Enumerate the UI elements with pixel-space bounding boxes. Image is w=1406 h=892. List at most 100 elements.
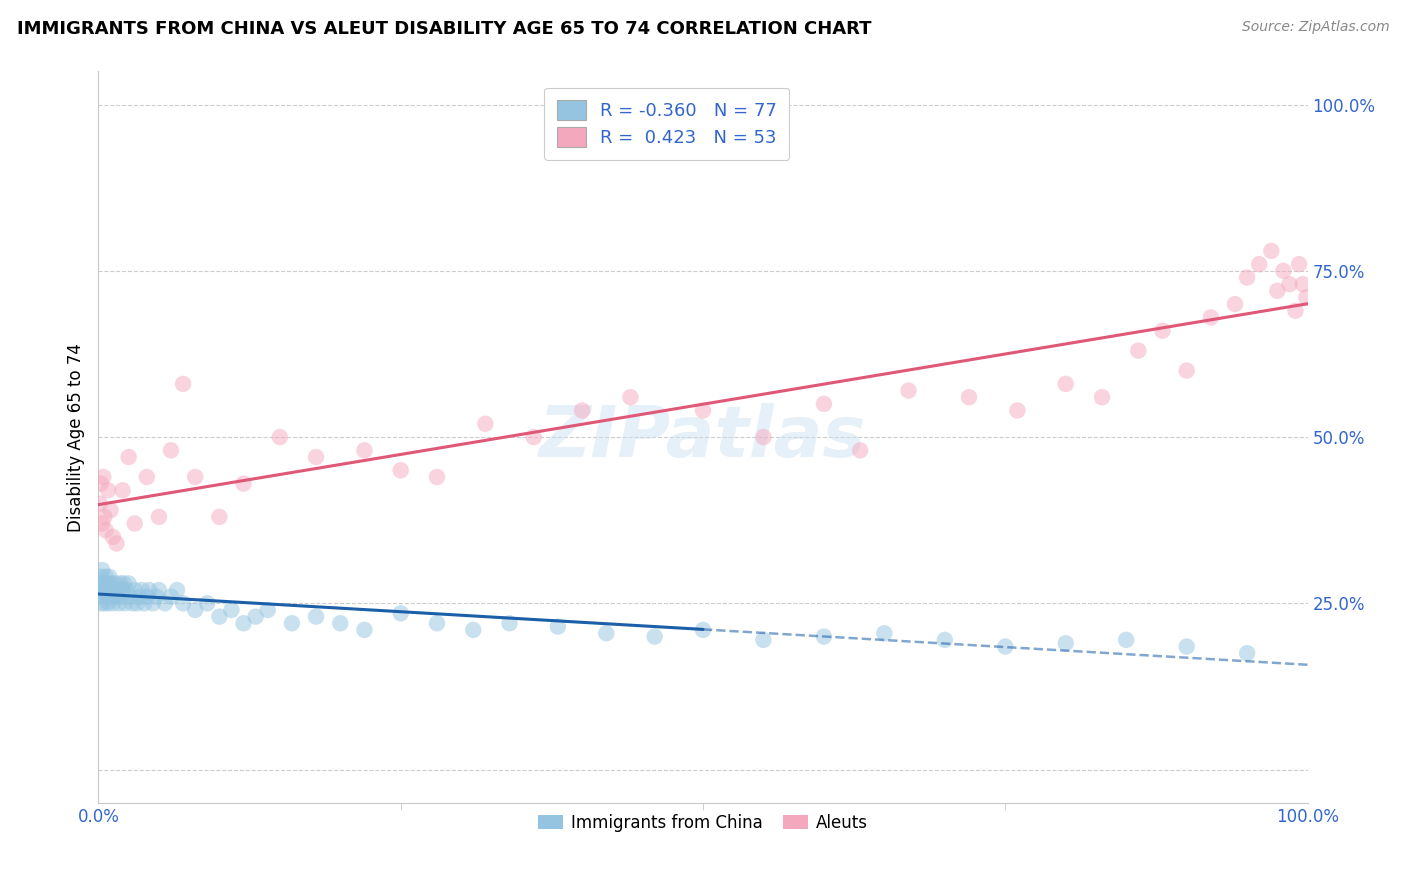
Point xyxy=(195,596,218,610)
Point xyxy=(172,376,194,391)
Point xyxy=(91,470,114,484)
Point xyxy=(1054,636,1077,650)
Point xyxy=(89,582,111,597)
Point xyxy=(256,603,278,617)
Point xyxy=(91,576,114,591)
Point xyxy=(142,596,165,610)
Point xyxy=(91,563,114,577)
Point xyxy=(498,616,520,631)
Point xyxy=(232,616,254,631)
Point xyxy=(121,596,143,610)
Point xyxy=(463,623,485,637)
Point xyxy=(91,590,114,604)
Point xyxy=(426,470,449,484)
Point xyxy=(1175,640,1198,654)
Point xyxy=(571,403,593,417)
Point xyxy=(94,570,117,584)
Point xyxy=(103,582,125,597)
Point xyxy=(127,596,149,610)
Point xyxy=(232,476,254,491)
Text: Source: ZipAtlas.com: Source: ZipAtlas.com xyxy=(1241,20,1389,34)
Point xyxy=(131,582,153,597)
Point xyxy=(118,450,141,464)
Point xyxy=(1236,646,1258,660)
Point xyxy=(1260,244,1282,258)
Point xyxy=(1091,390,1114,404)
Point xyxy=(474,417,496,431)
Point xyxy=(221,603,243,617)
Point xyxy=(305,609,328,624)
Point xyxy=(101,596,124,610)
Point xyxy=(184,470,207,484)
Point xyxy=(148,582,170,597)
Point xyxy=(166,582,188,597)
Point xyxy=(124,582,146,597)
Point xyxy=(135,590,157,604)
Point xyxy=(1152,324,1174,338)
Text: ZIPatlas: ZIPatlas xyxy=(540,402,866,472)
Point xyxy=(1236,270,1258,285)
Point xyxy=(644,630,666,644)
Point xyxy=(145,590,167,604)
Point xyxy=(692,403,714,417)
Point xyxy=(389,463,412,477)
Point xyxy=(1249,257,1271,271)
Point xyxy=(90,476,112,491)
Point xyxy=(1292,277,1315,292)
Point xyxy=(96,590,118,604)
Point xyxy=(94,523,117,537)
Point xyxy=(110,590,132,604)
Point xyxy=(1007,403,1029,417)
Point xyxy=(112,576,135,591)
Point xyxy=(89,497,111,511)
Point xyxy=(96,576,118,591)
Point xyxy=(245,609,267,624)
Point xyxy=(105,536,128,550)
Point xyxy=(329,616,352,631)
Point xyxy=(101,530,124,544)
Point xyxy=(115,582,138,597)
Point xyxy=(389,607,412,621)
Y-axis label: Disability Age 65 to 74: Disability Age 65 to 74 xyxy=(66,343,84,532)
Point xyxy=(97,596,120,610)
Point xyxy=(100,590,122,604)
Point xyxy=(107,582,129,597)
Point xyxy=(94,582,117,597)
Point xyxy=(873,626,896,640)
Point xyxy=(118,590,141,604)
Point xyxy=(108,576,131,591)
Point xyxy=(692,623,714,637)
Point xyxy=(98,570,121,584)
Point xyxy=(118,576,141,591)
Legend: Immigrants from China, Aleuts: Immigrants from China, Aleuts xyxy=(531,807,875,838)
Point xyxy=(426,616,449,631)
Point xyxy=(1278,277,1301,292)
Point xyxy=(124,516,146,531)
Point xyxy=(1223,297,1246,311)
Point xyxy=(1272,264,1295,278)
Point xyxy=(111,582,134,597)
Point xyxy=(523,430,546,444)
Point xyxy=(98,590,121,604)
Point xyxy=(104,576,127,591)
Point xyxy=(994,640,1017,654)
Point xyxy=(1115,632,1137,647)
Point xyxy=(108,596,131,610)
Point xyxy=(91,576,114,591)
Point xyxy=(160,443,183,458)
Point xyxy=(111,483,134,498)
Point xyxy=(148,509,170,524)
Point xyxy=(957,390,980,404)
Point xyxy=(281,616,304,631)
Point xyxy=(752,632,775,647)
Point xyxy=(160,590,183,604)
Point xyxy=(97,582,120,597)
Point xyxy=(1054,376,1077,391)
Point xyxy=(1267,284,1289,298)
Point xyxy=(93,509,115,524)
Point xyxy=(114,596,136,610)
Text: IMMIGRANTS FROM CHINA VS ALEUT DISABILITY AGE 65 TO 74 CORRELATION CHART: IMMIGRANTS FROM CHINA VS ALEUT DISABILIT… xyxy=(17,20,872,37)
Point xyxy=(752,430,775,444)
Point xyxy=(90,570,112,584)
Point xyxy=(353,623,375,637)
